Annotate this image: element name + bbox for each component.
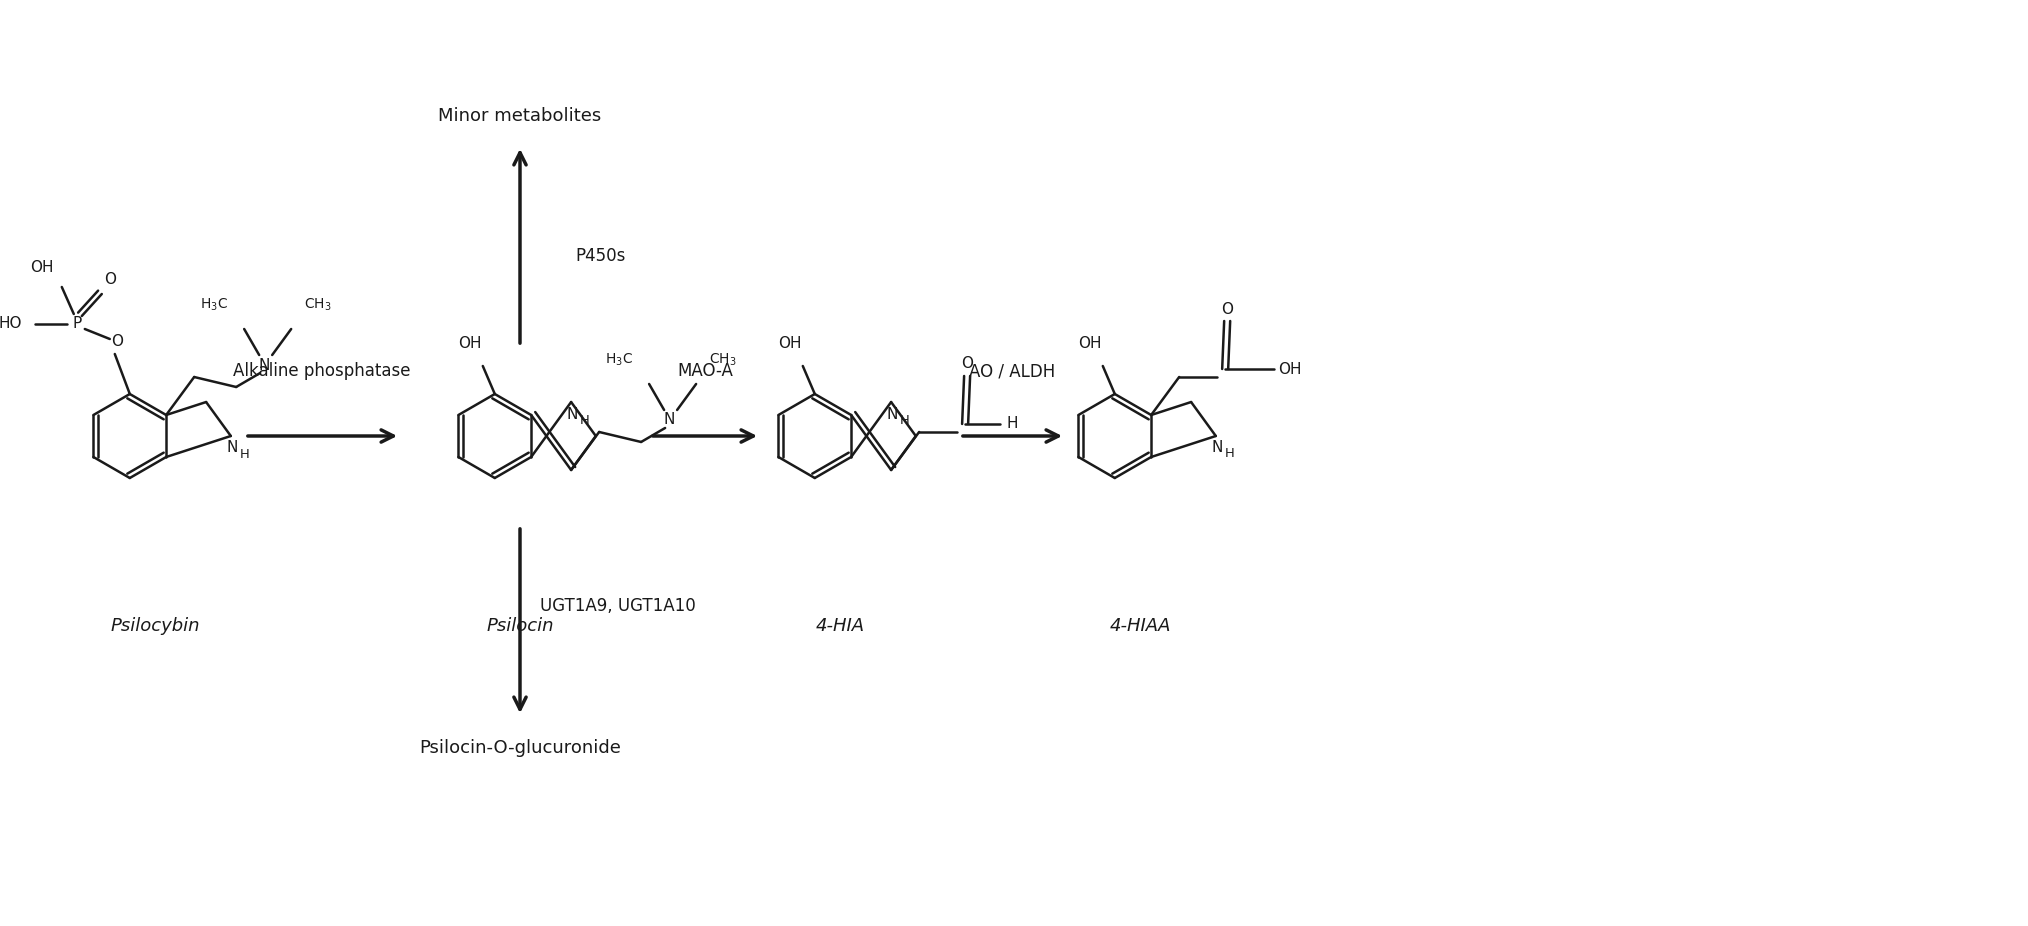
Text: N: N bbox=[886, 407, 898, 421]
Text: CH$_3$: CH$_3$ bbox=[304, 297, 333, 313]
Text: H: H bbox=[900, 414, 911, 427]
Text: O: O bbox=[961, 357, 973, 371]
Text: OH: OH bbox=[779, 336, 801, 352]
Text: O: O bbox=[1221, 302, 1233, 317]
Text: Minor metabolites: Minor metabolites bbox=[438, 107, 602, 125]
Text: 4-HIA: 4-HIA bbox=[815, 617, 864, 635]
Text: O: O bbox=[103, 271, 116, 286]
Text: N: N bbox=[258, 357, 270, 372]
Text: OH: OH bbox=[1079, 336, 1101, 352]
Text: AO / ALDH: AO / ALDH bbox=[969, 362, 1055, 380]
Text: Psilocin-O-glucuronide: Psilocin-O-glucuronide bbox=[420, 739, 621, 757]
Text: N: N bbox=[225, 441, 237, 456]
Text: H$_3$C: H$_3$C bbox=[201, 297, 227, 313]
Text: N: N bbox=[566, 407, 578, 421]
Text: Psilocin: Psilocin bbox=[487, 617, 554, 635]
Text: H: H bbox=[1006, 417, 1018, 432]
Text: N: N bbox=[663, 412, 675, 428]
Text: H: H bbox=[1225, 447, 1235, 460]
Text: H: H bbox=[580, 414, 590, 427]
Text: Psilocybin: Psilocybin bbox=[110, 617, 199, 635]
Text: CH$_3$: CH$_3$ bbox=[710, 352, 736, 369]
Text: Alkaline phosphatase: Alkaline phosphatase bbox=[233, 362, 412, 380]
Text: OH: OH bbox=[458, 336, 481, 352]
Text: H: H bbox=[239, 447, 249, 460]
Text: 4-HIAA: 4-HIAA bbox=[1109, 617, 1170, 635]
Text: P450s: P450s bbox=[576, 247, 625, 265]
Text: HO: HO bbox=[0, 317, 22, 332]
Text: N: N bbox=[1211, 441, 1223, 456]
Text: UGT1A9, UGT1A10: UGT1A9, UGT1A10 bbox=[539, 597, 696, 615]
Text: OH: OH bbox=[30, 259, 53, 274]
Text: O: O bbox=[112, 334, 124, 349]
Text: H$_3$C: H$_3$C bbox=[604, 352, 633, 369]
Text: MAO-A: MAO-A bbox=[677, 362, 732, 380]
Text: P: P bbox=[73, 317, 81, 332]
Text: OH: OH bbox=[1278, 361, 1302, 377]
